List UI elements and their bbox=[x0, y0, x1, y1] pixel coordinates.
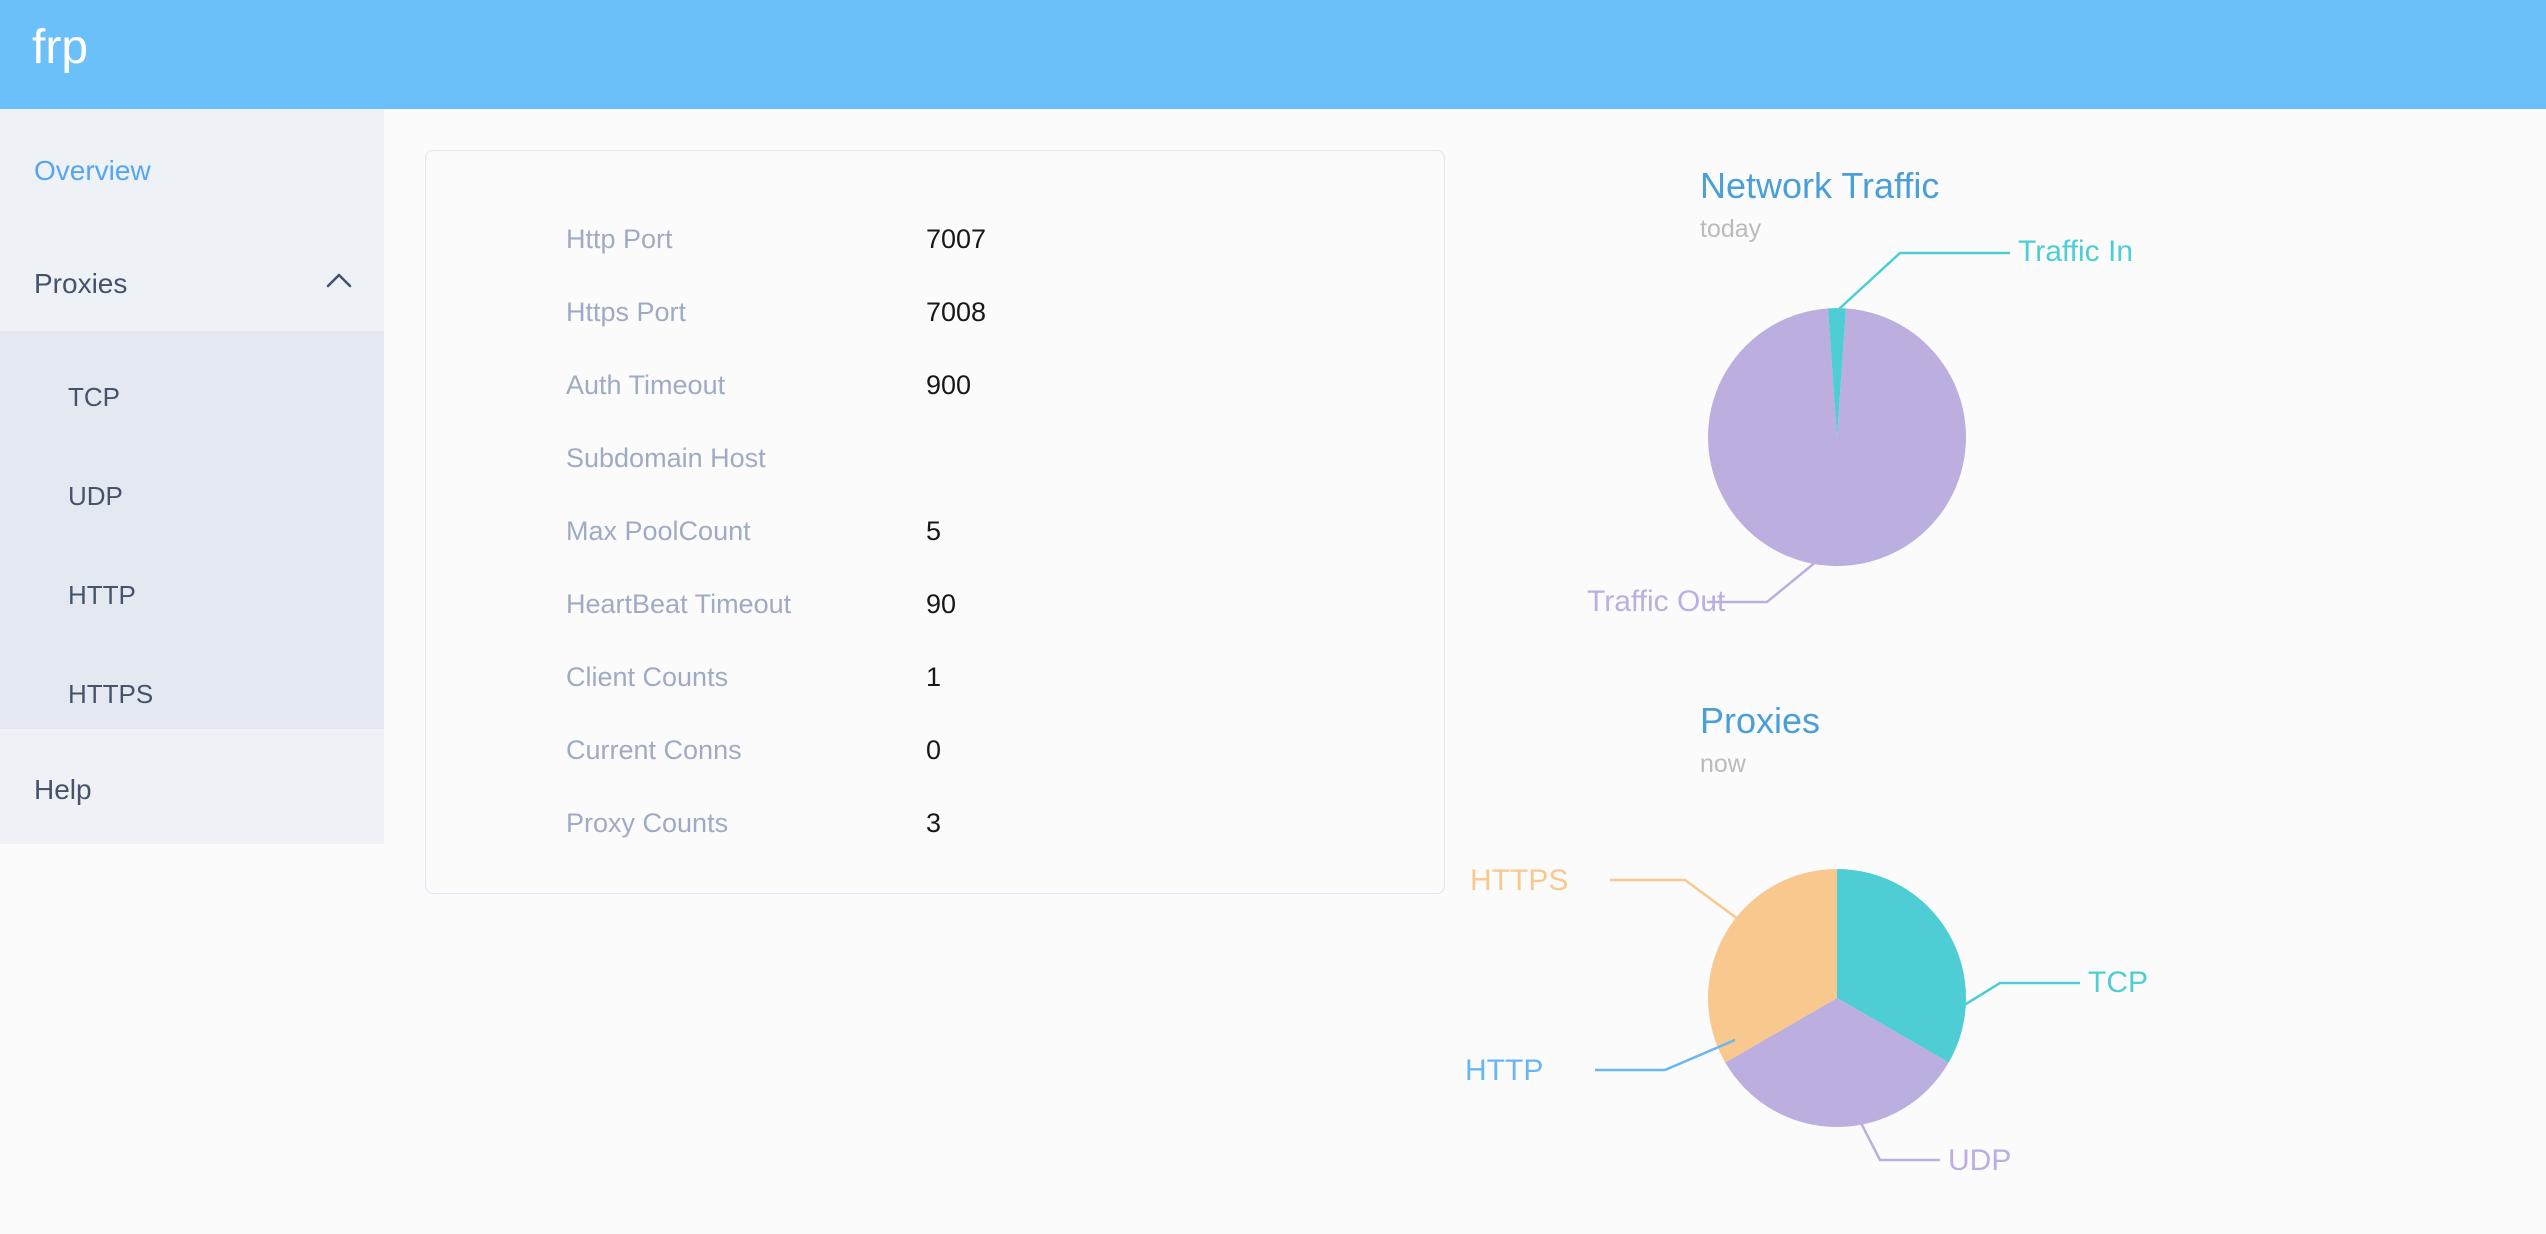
svg-text:HTTPS: HTTPS bbox=[1470, 864, 1568, 897]
svg-text:UDP: UDP bbox=[1948, 1144, 2011, 1177]
svg-text:TCP: TCP bbox=[2088, 966, 2148, 999]
svg-text:Traffic In: Traffic In bbox=[2018, 235, 2133, 268]
svg-text:HTTP: HTTP bbox=[1465, 1054, 1543, 1087]
svg-text:Traffic Out: Traffic Out bbox=[1587, 585, 1726, 618]
